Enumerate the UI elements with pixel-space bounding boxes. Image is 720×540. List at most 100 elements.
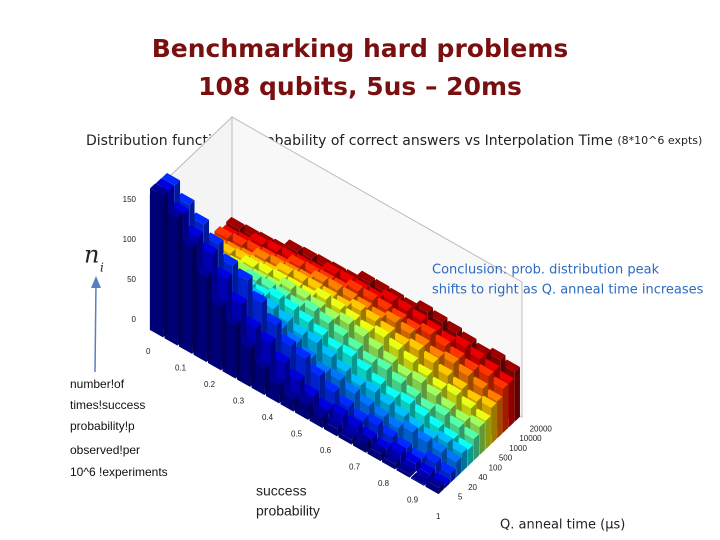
bar-side <box>473 434 479 461</box>
bar-top <box>332 359 352 372</box>
bar-top <box>466 346 486 360</box>
bar-top <box>489 376 509 390</box>
bar-top <box>356 319 375 332</box>
bar-top <box>213 266 233 280</box>
bar-side <box>456 457 462 478</box>
bar-top <box>399 350 419 363</box>
bar-top <box>272 284 291 298</box>
x-tick-label: 0.7 <box>349 463 361 472</box>
bar-top <box>408 447 427 460</box>
bar-side <box>435 458 442 475</box>
bar-top <box>353 358 372 371</box>
bar-top <box>358 426 378 439</box>
bar-side <box>192 242 198 354</box>
bar-top <box>324 336 343 350</box>
bar-front <box>416 466 430 481</box>
bar-top <box>248 290 268 304</box>
bar-top <box>388 371 407 384</box>
bar-top <box>336 269 355 283</box>
bar-top <box>315 397 334 411</box>
bar-top <box>312 287 332 300</box>
bar-top <box>309 405 328 418</box>
bar-top <box>501 359 520 372</box>
bar-top <box>385 337 404 351</box>
bar-side <box>308 400 314 420</box>
bar-side <box>400 448 407 464</box>
bar-top <box>431 334 451 347</box>
bar-top <box>249 232 268 246</box>
bar-top <box>382 310 401 323</box>
bar-side <box>293 394 299 412</box>
bar-top <box>417 322 436 336</box>
bar-top <box>402 451 421 464</box>
bar-top <box>379 350 398 363</box>
bar-top <box>237 336 256 349</box>
bar-top <box>402 384 421 398</box>
bar-top <box>280 298 300 311</box>
bar-front <box>425 480 439 495</box>
bar-top <box>356 393 375 407</box>
bar-top <box>420 350 439 364</box>
bar-top <box>284 239 303 252</box>
bar-top <box>460 358 480 371</box>
bar-top <box>364 413 384 426</box>
left-note: 10^6 !experiments <box>70 465 168 479</box>
bar-top <box>324 278 343 291</box>
bar-top <box>475 364 494 377</box>
bar-side <box>415 458 421 473</box>
bar-top <box>263 239 283 253</box>
bar-top <box>301 299 320 312</box>
bar-top <box>455 363 474 377</box>
left-note: number!of <box>70 377 125 391</box>
bar-top <box>344 414 363 428</box>
bar-top <box>402 318 422 331</box>
bar-top <box>431 472 450 485</box>
bar-top <box>443 383 462 396</box>
bar-top <box>321 380 340 393</box>
bar-top <box>240 254 259 268</box>
bar-top <box>385 415 404 429</box>
bar-top <box>440 426 459 440</box>
x-tick-label: 0.5 <box>291 430 303 439</box>
bar-top <box>466 414 485 428</box>
bar-top <box>423 319 442 332</box>
bar-top <box>347 373 366 386</box>
bar-side <box>450 468 456 484</box>
bar-side <box>424 479 430 486</box>
bar-top <box>283 276 303 289</box>
bar-top <box>298 246 317 260</box>
bar-top <box>350 324 369 337</box>
bar-top <box>295 393 314 406</box>
bar-top <box>373 357 392 371</box>
left-note: probability!p <box>70 419 135 433</box>
bar-top <box>443 320 462 334</box>
bar-top <box>396 391 416 405</box>
bar-top <box>242 315 262 329</box>
bar-top <box>286 254 306 267</box>
bar-top <box>310 269 329 283</box>
bar-side <box>206 272 212 363</box>
y-label: Q. anneal time (μs) <box>500 518 625 533</box>
bar-top <box>376 392 395 406</box>
bar-top <box>400 296 419 310</box>
bar-top <box>309 323 329 336</box>
bar-top <box>431 403 450 416</box>
x-tick-label: 0.6 <box>320 446 332 455</box>
bar-top <box>443 449 462 463</box>
conclusion: shifts to right as Q. anneal time increa… <box>432 283 704 298</box>
bar-top <box>307 296 326 309</box>
bar-top <box>426 345 445 358</box>
bar-top <box>263 312 282 326</box>
bar-top <box>257 276 276 289</box>
bar-top <box>338 344 358 357</box>
caption-text: Distribution function of probability of … <box>86 133 613 149</box>
bar-top <box>367 441 386 455</box>
bar-top <box>387 440 407 454</box>
bar-top <box>222 313 241 326</box>
bar-top <box>234 268 253 281</box>
caption-note: (8*10^6 expts) <box>617 134 702 147</box>
bar-top <box>164 205 183 219</box>
bar-top <box>370 405 389 418</box>
bar-top <box>155 178 175 191</box>
bar-top <box>370 325 390 338</box>
